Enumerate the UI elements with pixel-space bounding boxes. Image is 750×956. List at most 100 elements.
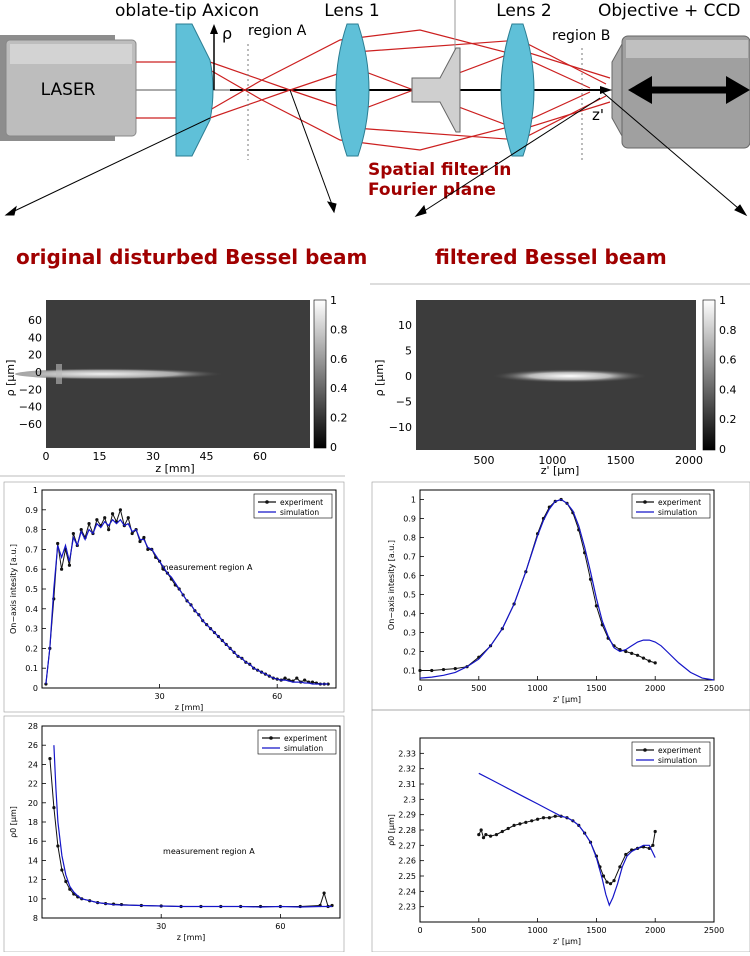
data-point-experiment bbox=[60, 868, 64, 872]
heading-right: filtered Bessel beam bbox=[435, 245, 667, 269]
x-tick-label: 1000 bbox=[527, 926, 547, 935]
y-tick-label: 18 bbox=[28, 818, 38, 827]
data-point-experiment bbox=[512, 823, 516, 828]
data-point-experiment bbox=[588, 577, 593, 581]
y-tick-label: 0.5 bbox=[403, 591, 416, 600]
x-axis-label: z' [µm] bbox=[553, 937, 581, 946]
data-point-experiment bbox=[653, 829, 657, 834]
y-tick-label: 2.32 bbox=[398, 765, 416, 774]
heatmap-right-xtick: 1500 bbox=[607, 454, 635, 467]
heatmap-left-ytick: −20 bbox=[19, 383, 42, 396]
data-point-experiment bbox=[641, 656, 646, 660]
data-point-experiment bbox=[653, 661, 657, 665]
data-point-experiment bbox=[283, 676, 287, 680]
data-point-experiment bbox=[612, 879, 616, 883]
y-tick-label: 0.9 bbox=[25, 506, 38, 515]
zoom-arrow-4 bbox=[599, 89, 746, 215]
zoom-arrows bbox=[4, 89, 748, 217]
data-point-experiment bbox=[479, 828, 483, 832]
data-point-experiment bbox=[494, 833, 499, 837]
data-point-experiment bbox=[488, 834, 493, 838]
zoom-arrow-3 bbox=[417, 97, 601, 216]
y-tick-label: 0.7 bbox=[25, 545, 38, 554]
data-point-experiment bbox=[95, 518, 99, 522]
plot-area bbox=[41, 725, 341, 919]
heatmap-left-ytick: −40 bbox=[19, 401, 42, 414]
heatmap-left-xlabel: z [mm] bbox=[155, 462, 194, 475]
objective-highlight bbox=[626, 40, 748, 58]
heatmap-right-xtick: 500 bbox=[474, 454, 495, 467]
spatial-filter bbox=[411, 47, 461, 133]
heatmap-left-ytick: −60 bbox=[19, 418, 42, 431]
data-point-experiment bbox=[48, 757, 52, 761]
series-line-simulation bbox=[419, 498, 715, 681]
legend-marker-experiment bbox=[269, 736, 273, 740]
spatial-filter-label-line2: Fourier plane bbox=[368, 180, 496, 200]
y-tick-label: 0.6 bbox=[25, 565, 38, 574]
objective-tip bbox=[611, 42, 623, 138]
y-tick-label: 16 bbox=[28, 837, 38, 846]
heatmap-left-beam bbox=[15, 368, 265, 380]
x-tick-label: 1500 bbox=[586, 684, 606, 693]
data-point-experiment bbox=[477, 833, 481, 837]
chart-radius-region-a: 8 10 12 14 16 18 20 22 24 26 28 30 60 z [mm] ρ0 [µm] me… bbox=[3, 715, 345, 953]
data-point-experiment bbox=[103, 516, 107, 520]
y-axis-label: On−axis intesity [a.u.] bbox=[9, 544, 18, 634]
y-tick-label: 2.28 bbox=[398, 826, 416, 835]
chart-intensity-region-b: 0.1 0.2 0.3 0.4 0.5 0.6 0.7 0.8 0.9 1 0 500 1000 1500… bbox=[371, 481, 750, 711]
laser: LASER bbox=[0, 35, 137, 141]
heatmap-left-cbar-tick: 1 bbox=[330, 294, 337, 307]
data-point-experiment bbox=[295, 676, 299, 680]
ray-top bbox=[354, 39, 607, 85]
x-tick-label: 30 bbox=[155, 692, 165, 701]
plot-area bbox=[419, 737, 715, 923]
chart-intensity-region-a: 0 0.1 0.2 0.3 0.4 0.5 0.6 0.7 0.8 0.9 1 30 60 z [mm] O… bbox=[3, 481, 345, 713]
y-tick-label: 2.29 bbox=[398, 811, 416, 820]
data-point-experiment bbox=[635, 653, 640, 657]
data-point-experiment bbox=[52, 806, 56, 810]
y-tick-label: 0.4 bbox=[25, 605, 38, 614]
y-tick-label: 1 bbox=[33, 486, 38, 495]
translation-arrowhead-left bbox=[628, 76, 652, 104]
x-axis-label: z [mm] bbox=[177, 933, 206, 942]
heatmap-right-ytick: 0 bbox=[405, 370, 412, 383]
annotation-label: measurement region A bbox=[161, 563, 253, 572]
series-line-simulation bbox=[53, 745, 333, 908]
data-point-experiment bbox=[618, 865, 622, 869]
z-prime-label: z' bbox=[592, 106, 604, 124]
y-axis-label: ρ0 [µm] bbox=[9, 806, 18, 838]
data-point-experiment bbox=[56, 541, 60, 546]
y-tick-label: 2.25 bbox=[398, 872, 416, 881]
heatmap-right-xtick: 1000 bbox=[538, 454, 566, 467]
axicon-shape bbox=[175, 23, 214, 157]
beam-axis-arrowhead bbox=[600, 86, 612, 94]
data-point-experiment bbox=[430, 668, 434, 673]
y-tick-label: 24 bbox=[28, 760, 38, 769]
heatmap-left-xtick: 60 bbox=[253, 450, 267, 463]
legend-box bbox=[253, 493, 333, 519]
y-tick-label: 0.4 bbox=[403, 610, 416, 619]
legend-marker-experiment bbox=[643, 748, 647, 752]
y-tick-label: 2.3 bbox=[403, 795, 416, 804]
x-tick-label: 0 bbox=[417, 684, 422, 693]
y-tick-label: 14 bbox=[28, 856, 38, 865]
y-tick-label: 28 bbox=[28, 722, 38, 731]
heatmap-left-ytick: 0 bbox=[35, 366, 42, 379]
axicon-label: oblate-tip Axicon bbox=[115, 1, 259, 21]
y-tick-label: 12 bbox=[28, 876, 38, 885]
zoom-arrowhead-2 bbox=[326, 201, 337, 214]
data-point-experiment bbox=[107, 528, 111, 532]
heatmap-left-cbar-tick: 0.4 bbox=[330, 382, 348, 395]
data-point-experiment bbox=[453, 667, 457, 671]
heatmap-left-beam-edge bbox=[56, 364, 62, 384]
x-tick-label: 60 bbox=[275, 922, 285, 931]
y-axis-label: On−axis intesity [a.u.] bbox=[387, 540, 396, 630]
objective-ccd: Objective + CCD bbox=[598, 1, 750, 149]
data-point-experiment bbox=[500, 829, 504, 834]
heatmap-left-ytick: 40 bbox=[28, 331, 42, 344]
y-tick-label: 0.2 bbox=[25, 644, 38, 653]
data-point-experiment bbox=[303, 678, 307, 682]
y-tick-label: 0.3 bbox=[25, 625, 38, 634]
